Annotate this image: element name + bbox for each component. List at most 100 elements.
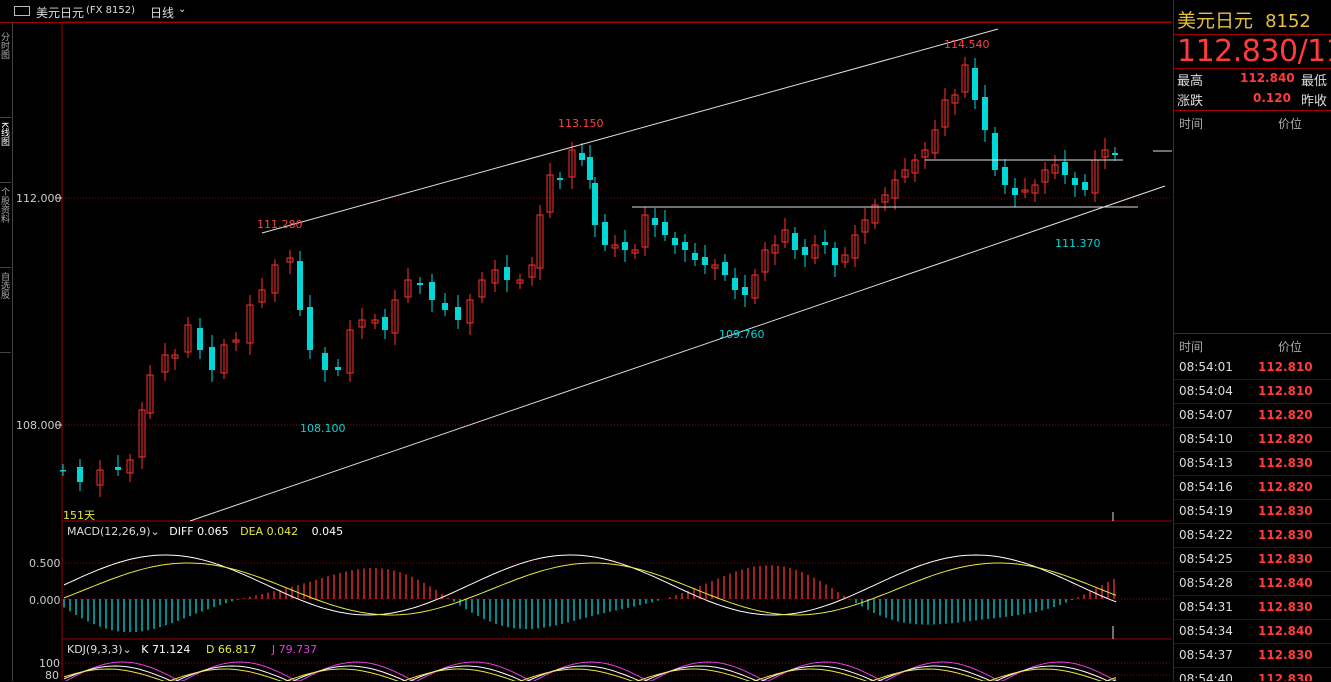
k-label: K xyxy=(141,643,149,656)
candle-body xyxy=(1112,153,1118,155)
candle-body xyxy=(478,279,486,298)
tab-stock-info[interactable]: 个股资料 xyxy=(0,187,11,268)
tick-time: 08:54:01 xyxy=(1179,360,1233,374)
candle-body xyxy=(611,244,619,249)
candle-body xyxy=(171,354,179,359)
channel-upper-line xyxy=(261,28,999,234)
tick-time: 08:54:31 xyxy=(1179,600,1233,614)
candle-body xyxy=(682,242,688,250)
tick-price: 112.820 xyxy=(1258,480,1313,494)
quote-panel: 美元日元 8152 112.830/11 最高 112.840 最低 涨跌 0.… xyxy=(1173,0,1331,681)
candle-body xyxy=(861,219,869,233)
channel-lower-line xyxy=(189,185,1166,522)
tab-watchlist[interactable]: 自选股 xyxy=(0,272,11,353)
last-price-suffix: /11 xyxy=(1297,34,1331,69)
candle-body xyxy=(1021,189,1029,193)
k-line xyxy=(63,665,1117,681)
candle-body xyxy=(491,269,499,284)
tick-price: 112.830 xyxy=(1258,456,1313,470)
tab-kline[interactable]: K线图 xyxy=(0,122,11,183)
tick-time: 08:54:28 xyxy=(1179,576,1233,590)
candle-body xyxy=(751,274,759,299)
candle-body xyxy=(692,253,698,260)
candle-body xyxy=(881,194,889,203)
candle-body xyxy=(138,409,146,458)
price-annotation-low2: 109.760 xyxy=(719,328,765,341)
d-value: 66.817 xyxy=(217,643,257,656)
candle-body xyxy=(901,169,909,178)
candle-body xyxy=(96,469,104,486)
quote-divider-4 xyxy=(1174,333,1331,334)
period-selector[interactable]: 日线 xyxy=(150,6,175,20)
quote-symbol-code: 8152 xyxy=(1265,11,1311,32)
candle-body xyxy=(536,214,544,269)
macd-legend: MACD(12,26,9)⌄ DIFF 0.065 DEA 0.042 0.04… xyxy=(67,525,343,538)
candle-body xyxy=(297,261,303,310)
kdj-legend: KDJ(9,3,3)⌄ K 71.124 D 66.817 J 79.737 xyxy=(67,643,317,656)
low-label: 最低 xyxy=(1301,74,1328,89)
candle-body xyxy=(792,233,798,250)
tick-time: 08:54:34 xyxy=(1179,624,1233,638)
macd-name: MACD(12,26,9) xyxy=(67,525,151,538)
candle-body xyxy=(115,467,121,470)
dea-label: DEA xyxy=(240,525,264,538)
high-value: 112.840 xyxy=(1240,71,1295,85)
tick-price: 112.840 xyxy=(1258,576,1313,590)
tick-time: 08:54:25 xyxy=(1179,552,1233,566)
tick-time: 08:54:10 xyxy=(1179,432,1233,446)
candle-body xyxy=(602,222,608,245)
candle-body xyxy=(662,222,668,235)
diff-label: DIFF xyxy=(169,525,194,538)
last-price-value: 112.830 xyxy=(1177,34,1298,69)
candle-body xyxy=(1002,167,1008,185)
candle-body xyxy=(631,249,639,254)
tab-intraday[interactable]: 分时图 xyxy=(0,32,11,118)
tick-row: 08:54:04 112.810 xyxy=(1174,379,1331,404)
candle-body xyxy=(220,344,228,374)
candle-body xyxy=(232,339,240,343)
macd-y-label-0.5: 0.500 xyxy=(29,557,61,570)
tick-price: 112.810 xyxy=(1258,384,1313,398)
candle-body xyxy=(209,347,215,370)
candle-body xyxy=(781,229,789,243)
tick-price: 112.830 xyxy=(1258,672,1313,681)
candle-body xyxy=(1082,182,1088,190)
candle-body xyxy=(442,303,448,310)
chevron-down-icon[interactable]: ⌄ xyxy=(178,4,187,15)
candle-body xyxy=(951,94,959,104)
candle-body xyxy=(504,267,510,280)
candle-body xyxy=(404,279,412,298)
left-tab-strip: 分时图 K线图 个股资料 自选股 xyxy=(0,22,13,681)
candle-body xyxy=(417,283,423,285)
candle-body xyxy=(587,157,593,180)
tick-row: 08:54:31 112.830 xyxy=(1174,595,1331,620)
kdj-chevron-icon[interactable]: ⌄ xyxy=(122,643,132,656)
candle-body xyxy=(732,278,738,290)
quote-divider-3 xyxy=(1174,110,1331,111)
candle-body xyxy=(771,244,779,254)
kdj-y-label-80: 80 xyxy=(45,669,59,682)
price-annotation-high2: 113.150 xyxy=(558,117,604,130)
macd-value: 0.045 xyxy=(311,525,344,538)
diff-line xyxy=(63,554,1117,616)
candle-body xyxy=(972,68,978,100)
window-menu-icon[interactable] xyxy=(14,6,30,16)
candle-body xyxy=(921,149,929,158)
tick-row: 08:54:28 112.840 xyxy=(1174,571,1331,596)
candle-body xyxy=(1072,178,1078,185)
k-value: 71.124 xyxy=(151,643,191,656)
candle-body xyxy=(455,307,461,320)
candle-body xyxy=(516,279,524,284)
high-label: 最高 xyxy=(1177,74,1204,89)
candle-body xyxy=(702,257,708,265)
price-annotation-low3: 111.370 xyxy=(1055,237,1101,250)
candle-body xyxy=(931,129,939,154)
symbol-name: 美元日元 xyxy=(36,6,85,20)
tick-time: 08:54:04 xyxy=(1179,384,1233,398)
candle-body xyxy=(358,319,366,328)
tick-row: 08:54:19 112.830 xyxy=(1174,499,1331,524)
d-label: D xyxy=(205,643,215,656)
macd-chevron-icon[interactable]: ⌄ xyxy=(150,525,160,538)
candle-body xyxy=(126,459,134,474)
